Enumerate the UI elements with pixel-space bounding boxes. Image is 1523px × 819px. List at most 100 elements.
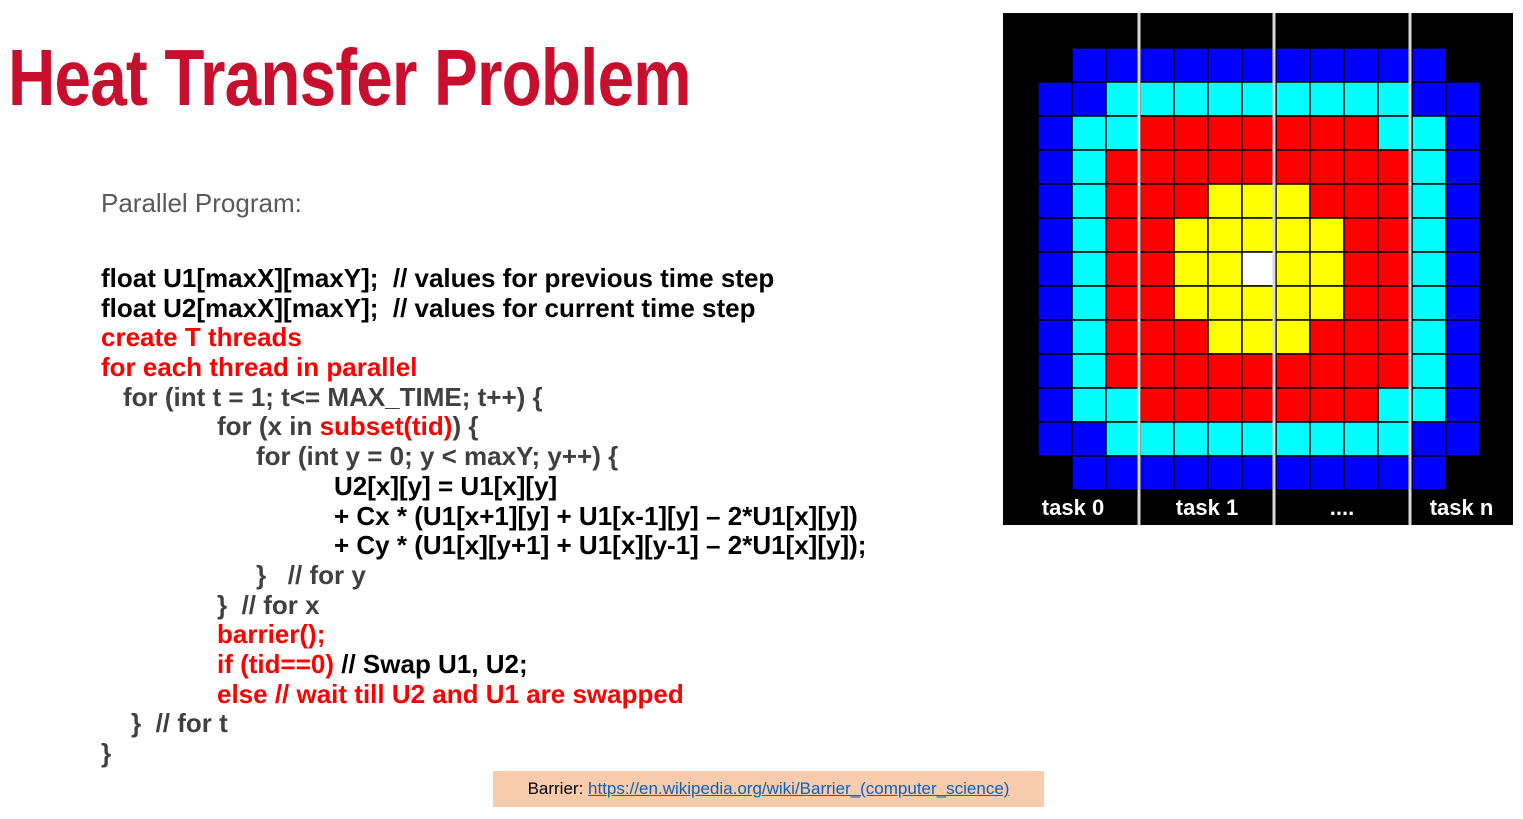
grid-cell (1343, 251, 1379, 287)
grid-cell (1037, 251, 1073, 287)
grid-cell (1241, 285, 1277, 321)
grid-cell (1207, 183, 1243, 219)
grid-cell (1343, 115, 1379, 151)
grid-cell (1411, 285, 1447, 321)
grid-cell (1309, 387, 1345, 423)
grid-cell (1377, 47, 1413, 83)
grid-cell (1343, 319, 1379, 355)
grid-cell (1445, 251, 1481, 287)
grid-cell (1377, 353, 1413, 389)
grid-cell (1071, 421, 1107, 457)
code-segment: U2[x][y] = U1[x][y] (334, 470, 558, 501)
grid-cell (1445, 353, 1481, 389)
grid-cell (1207, 353, 1243, 389)
grid-cell (1173, 353, 1209, 389)
grid-cell (1105, 455, 1141, 491)
code-line: if (tid==0) // Swap U1, U2; (101, 648, 866, 680)
code-line: else // wait till U2 and U1 are swapped (101, 678, 866, 710)
grid-cell (1275, 285, 1311, 321)
code-block: float U1[maxX][maxY]; // values for prev… (101, 263, 867, 769)
grid-cell (1139, 285, 1175, 321)
code-segment: + Cy * (U1[x][y+1] + U1[x][y-1] – 2*U1[x… (334, 530, 867, 561)
subtitle: Parallel Program: (101, 188, 302, 218)
grid-cell (1207, 149, 1243, 185)
grid-cell (1105, 217, 1141, 253)
grid-cell (1207, 81, 1243, 117)
code-segment: ) { (452, 411, 479, 442)
grid-cell (1377, 319, 1413, 355)
grid-cell (1173, 421, 1209, 457)
code-segment: } // for t (131, 708, 228, 739)
grid-cell (1343, 421, 1379, 457)
grid-cell (1275, 149, 1311, 185)
grid-cell (1275, 81, 1311, 117)
grid-cell (1207, 387, 1243, 423)
grid-cell (1037, 183, 1073, 219)
code-segment: if (tid==0) (217, 648, 342, 679)
task-label-n: task n (1429, 495, 1494, 520)
grid-cell (1275, 421, 1311, 457)
grid-cell (1207, 217, 1243, 253)
grid-cell (1071, 115, 1107, 151)
code-segment: create T threads (101, 322, 302, 353)
code-segment: } // for y (256, 559, 366, 590)
code-line: } // for t (101, 708, 866, 739)
grid-cell (1207, 251, 1243, 287)
code-line: + Cy * (U1[x][y+1] + U1[x][y-1] – 2*U1[x… (101, 530, 867, 561)
grid-cell (1071, 319, 1107, 355)
grid-cell (1275, 319, 1311, 355)
grid-cell (1411, 149, 1447, 185)
grid-cell (1309, 115, 1345, 151)
grid-cell (1377, 217, 1413, 253)
grid-cell (1343, 387, 1379, 423)
grid-cell (1377, 251, 1413, 287)
grid-cell (1411, 387, 1447, 423)
grid-cell (1037, 115, 1073, 151)
code-segment: + Cx * (U1[x+1][y] + U1[x-1][y] – 2*U1[x… (334, 500, 858, 531)
grid-cell (1445, 81, 1481, 117)
code-segment: float U1[maxX][maxY]; // values for prev… (101, 263, 775, 293)
grid-cell (1309, 353, 1345, 389)
code-line: + Cx * (U1[x+1][y] + U1[x-1][y] – 2*U1[x… (101, 500, 866, 532)
grid-cell (1105, 319, 1141, 355)
grid-cell (1173, 47, 1209, 83)
grid-cell (1377, 285, 1413, 321)
grid-cell (1411, 421, 1447, 457)
grid-cell (1207, 319, 1243, 355)
code-segment: float U2[maxX][maxY]; // values for curr… (101, 292, 756, 323)
grid-cell (1275, 217, 1311, 253)
slide-title: Heat Transfer Problem (8, 33, 692, 122)
code-line: for each thread in parallel (101, 352, 866, 383)
grid-cell (1207, 455, 1243, 491)
grid-cell (1173, 183, 1209, 219)
code-segment: for (int t = 1; t<= MAX_TIME; t++) { (123, 381, 543, 412)
grid-cell (1241, 217, 1277, 253)
grid-cell (1071, 149, 1107, 185)
grid-cell (1173, 387, 1209, 423)
grid-cell (1037, 217, 1073, 253)
grid-cell (1105, 115, 1141, 151)
code-segment: else // wait till U2 and U1 are swapped (217, 678, 684, 709)
grid-cell (1309, 217, 1345, 253)
grid-cell (1241, 47, 1277, 83)
grid-cell (1343, 285, 1379, 321)
heat-grid (1037, 13, 1481, 525)
heat-grid-figure: task 0 task 1 .... task n (1003, 13, 1513, 525)
grid-cell (1139, 455, 1175, 491)
grid-cell (1411, 455, 1447, 491)
grid-cell (1207, 285, 1243, 321)
grid-cell (1445, 149, 1481, 185)
grid-cell (1377, 115, 1413, 151)
barrier-link[interactable]: https://en.wikipedia.org/wiki/Barrier_(c… (588, 779, 1010, 798)
grid-cell (1309, 421, 1345, 457)
code-segment: subset(tid) (319, 411, 453, 442)
code-segment: for (x in (217, 411, 320, 442)
grid-cell (1139, 251, 1175, 287)
grid-cell (1037, 285, 1073, 321)
grid-cell (1343, 47, 1379, 83)
grid-cell (1411, 183, 1447, 219)
task-label-0: task 0 (1041, 495, 1105, 520)
grid-cell (1275, 251, 1311, 287)
code-line: float U2[maxX][maxY]; // values for curr… (101, 292, 866, 324)
grid-cell (1377, 387, 1413, 423)
